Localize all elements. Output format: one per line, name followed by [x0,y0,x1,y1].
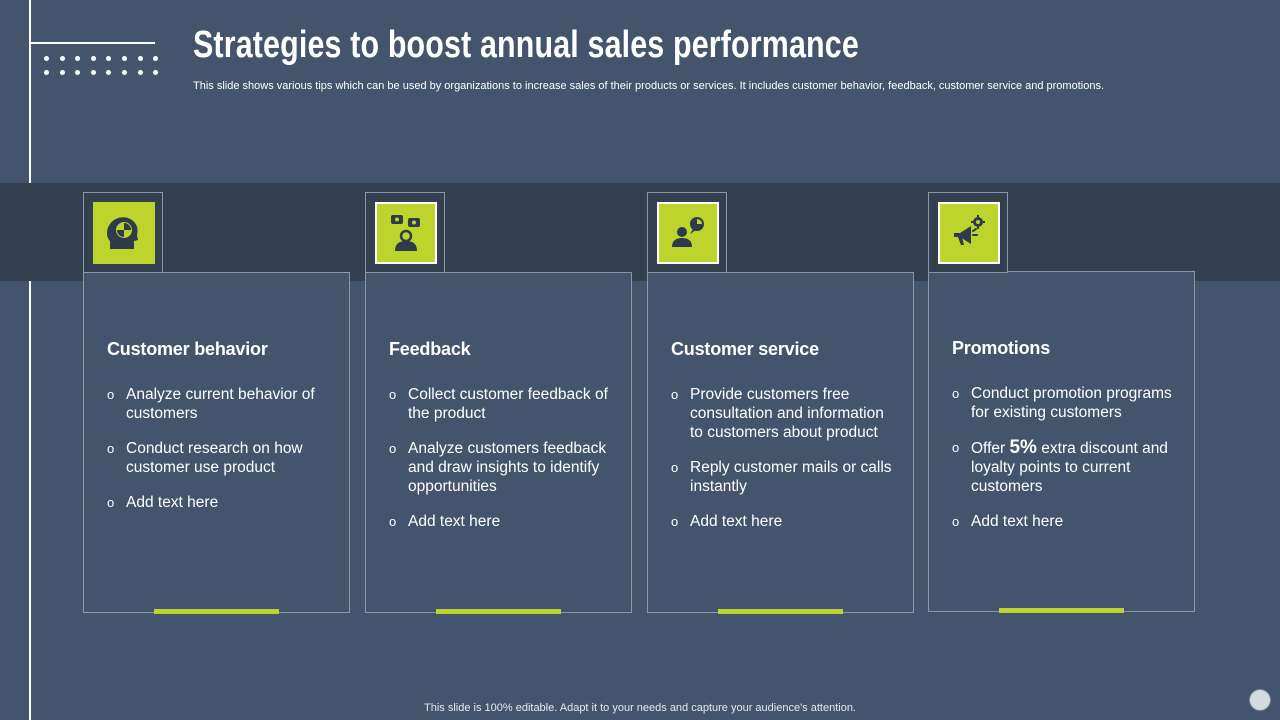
card-title: Promotions [952,338,1051,358]
card-accent-bar [999,608,1124,613]
decorative-dot [122,56,127,61]
decorative-dot [44,56,49,61]
bullet-list: o Provide customers free consultation and… [671,385,893,547]
list-item: o Add text here [107,494,219,511]
bullet-icon: o [671,514,679,529]
decorative-dot [59,56,65,61]
card-customer-service: Customer service o Provide customers free… [647,272,914,614]
decorative-dot [106,56,112,61]
list-item: o Conduct research on how customer use pr… [107,440,303,476]
bullet-icon: o [671,460,679,475]
list-item: o Add text here [952,513,1064,530]
decorative-dot [90,56,96,61]
card-title: Customer service [671,339,819,359]
decorative-dot [153,70,159,75]
card-customer-behavior: Customer behavior o Analyze current behav… [83,272,350,614]
decorative-dot [106,70,112,75]
icon-box-customer-behavior [83,192,163,273]
bullet-icon: o [107,495,115,510]
slide-nav-button[interactable] [1249,689,1271,711]
list-item: o Add text here [389,513,501,530]
person-feedback-icon [391,215,420,251]
list-item: o Conduct promotion programs for existing… [952,385,1172,421]
bullet-icon: o [107,441,115,456]
card-title: Feedback [389,339,471,359]
decorative-dot [75,56,81,61]
card-accent-bar [718,609,843,614]
discount-highlight: 5% [1009,437,1037,458]
bullet-icon: o [389,514,397,529]
decorative-dot [75,70,81,75]
customer-service-chat-icon [672,217,704,247]
bullet-list: o Collect customer feedback of the produc… [389,385,611,547]
left-vertical-rule [29,0,31,720]
list-item: o Provide customers free consultation and… [671,386,884,441]
card-accent-bar [154,609,279,614]
bullet-icon: o [952,514,960,529]
megaphone-gear-icon [954,215,985,245]
bullet-icon: o [107,387,115,402]
list-item: o Analyze customers feedback and draw ins… [389,440,607,495]
list-item: o Analyze current behavior of customers [107,386,315,422]
decorative-dot [122,70,127,75]
slide-subtitle: This slide shows various tips which can … [193,80,1104,92]
card-accent-bar [436,609,561,614]
icon-box-promotions [928,192,1008,273]
decorative-dot [44,70,49,75]
bullet-icon: o [389,441,397,456]
list-item: o Reply customer mails or calls instantly [671,459,892,495]
list-item: o Collect customer feedback of the produc… [389,386,608,422]
footer-note: This slide is 100% editable. Adapt it to… [424,702,856,714]
icon-box-feedback [365,192,445,273]
top-horizontal-rule [31,42,155,44]
bullet-list: o Analyze current behavior of customers o… [107,385,329,528]
icon-band [0,183,1280,281]
decorative-dot [59,70,65,75]
bullet-icon: o [952,440,960,455]
list-item: o Add text here [671,513,783,530]
icon-box-customer-service [647,192,727,273]
card-title: Customer behavior [107,339,268,359]
bullet-icon: o [671,387,679,402]
bullet-icon: o [952,386,960,401]
card-promotions: Promotions o Conduct promotion programs f… [928,271,1195,613]
slide-title: Strategies to boost annual sales perform… [193,24,859,66]
bullet-icon: o [389,387,397,402]
decorative-dot [137,70,143,75]
decorative-dot [153,56,159,61]
list-item: o Offer 5% extra discount and loyalty poi… [952,437,1168,495]
decorative-dot [137,56,143,61]
head-pie-chart-icon [107,217,138,249]
card-feedback: Feedback o Collect customer feedback of t… [365,272,632,614]
decorative-dot [90,70,96,75]
bullet-list: o Conduct promotion programs for existing… [952,384,1174,547]
